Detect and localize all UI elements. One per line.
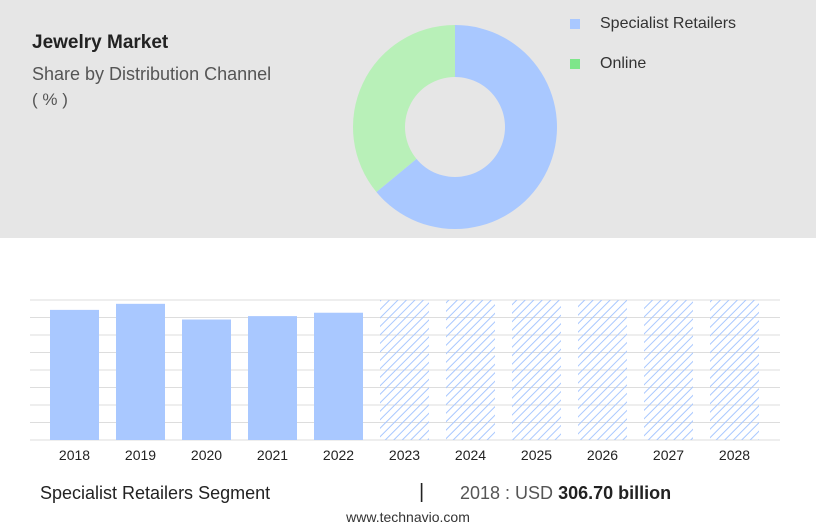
segment-label: Specialist Retailers Segment — [40, 483, 271, 503]
segment-value: 2018 : USD 306.70 billion — [460, 483, 671, 504]
website-label: www.technavio.com — [346, 509, 470, 525]
legend-label: Specialist Retailers — [600, 15, 737, 32]
chart-title: Jewelry Market — [32, 32, 169, 53]
legend-swatch — [570, 19, 580, 29]
donut-slice-specialist-retailers — [376, 25, 557, 230]
bar-forecast-2028 — [710, 300, 759, 440]
bar-2018 — [50, 309, 99, 440]
bar-forecast-2027 — [644, 300, 693, 440]
bar-forecast-2024 — [446, 300, 495, 440]
legend-item-online: Online — [570, 54, 646, 74]
bar-2021 — [248, 316, 297, 440]
year-currency-label: 2018 : USD — [460, 483, 554, 503]
tick-label-2019: 2019 — [125, 447, 156, 463]
footer-separator: | — [419, 481, 425, 503]
chart-subtitle: Share by Distribution Channel — [32, 64, 272, 84]
bar-2022 — [314, 312, 363, 440]
bar-chart: 2018 2019 2020 2021 2022 2023 2024 2025 2026 2027… — [30, 299, 780, 463]
tick-label-2022: 2022 — [323, 447, 354, 463]
donut-slice-online — [353, 25, 455, 193]
value-amount: 306.70 billion — [558, 483, 672, 503]
tick-label-2020: 2020 — [191, 447, 222, 463]
tick-label-2026: 2026 — [587, 447, 618, 463]
unit-label: ( % ) — [32, 90, 68, 109]
tick-label-2027: 2027 — [653, 447, 684, 463]
bar-forecast-2023 — [380, 300, 429, 440]
bar-2020 — [182, 319, 231, 440]
chart-header-panel: Jewelry Market Share by Distribution Cha… — [0, 0, 816, 238]
legend-label: Online — [600, 55, 647, 72]
tick-label-2024: 2024 — [455, 447, 486, 463]
bar-forecast-2025 — [512, 300, 561, 440]
legend-swatch — [570, 59, 580, 69]
bar-2019 — [116, 303, 165, 440]
legend-item-specialist-retailers: Specialist Retailers — [570, 14, 736, 34]
tick-label-2028: 2028 — [719, 447, 750, 463]
donut-chart — [353, 25, 557, 230]
bar-forecast-2026 — [578, 300, 627, 440]
tick-label-2018: 2018 — [59, 447, 90, 463]
tick-label-2023: 2023 — [389, 447, 420, 463]
tick-label-2025: 2025 — [521, 447, 552, 463]
tick-label-2021: 2021 — [257, 447, 288, 463]
